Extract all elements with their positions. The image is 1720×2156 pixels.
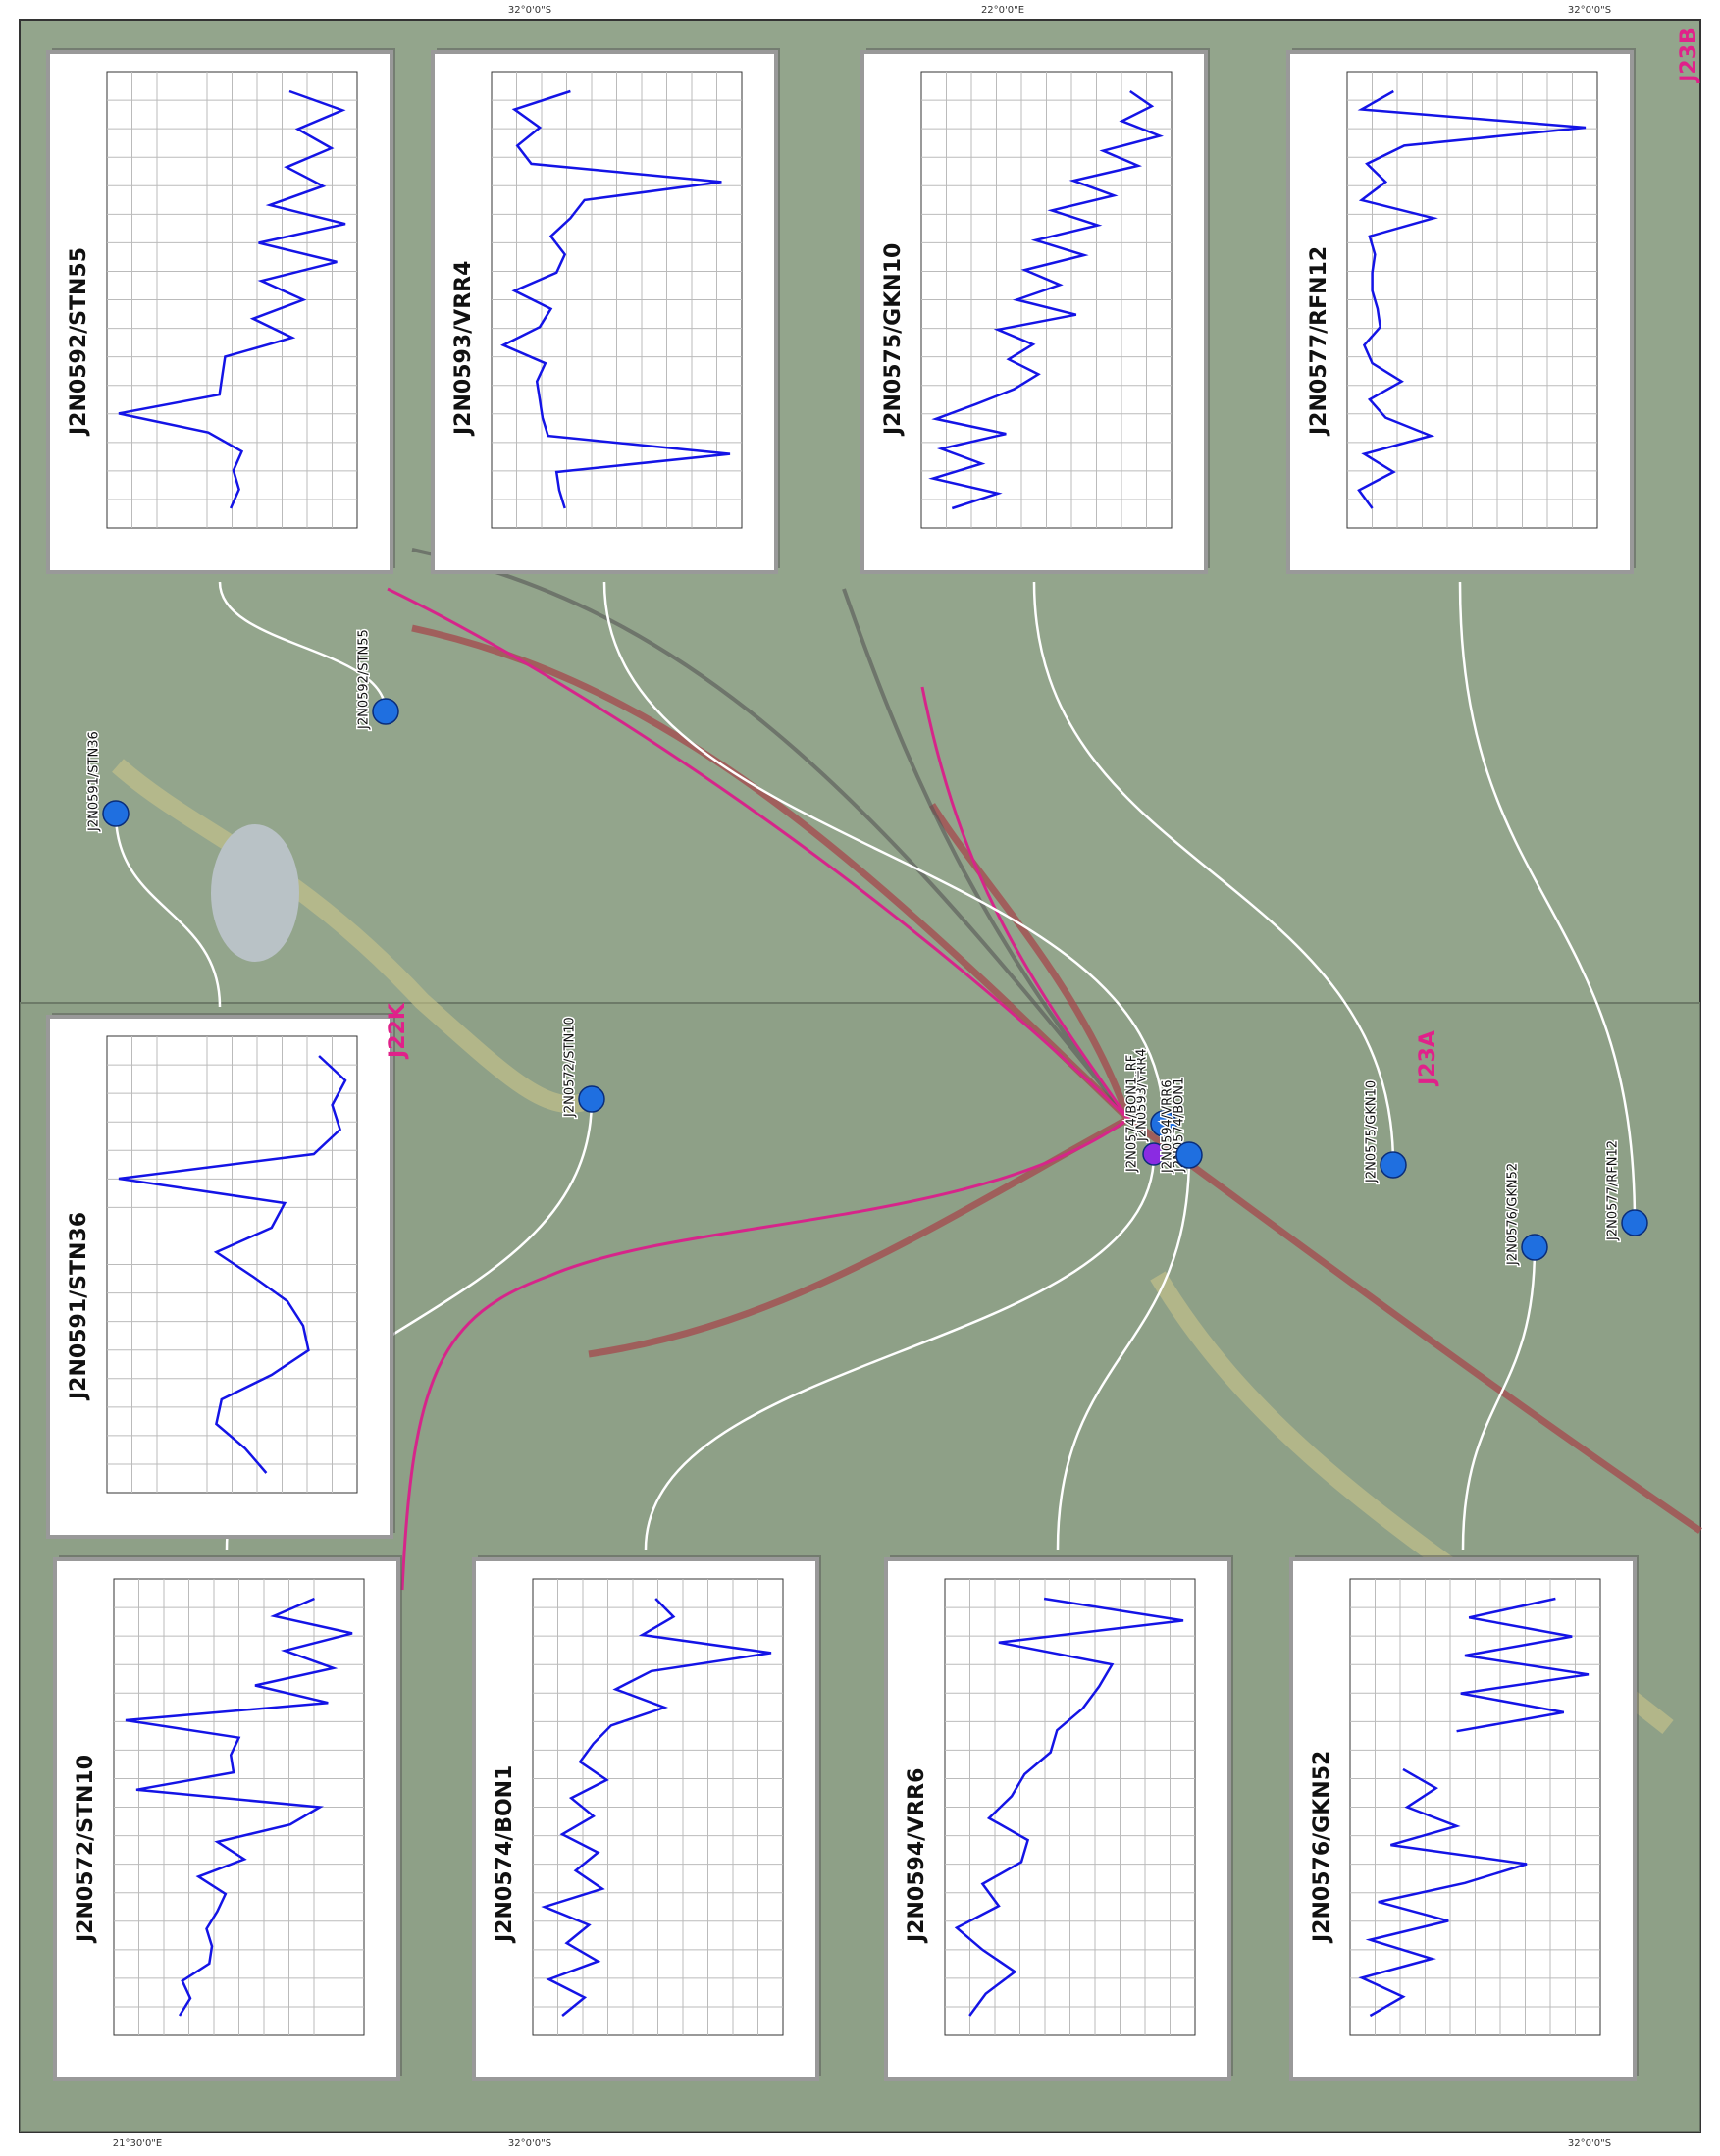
station-marker — [1176, 1142, 1202, 1168]
hydrograph-inset: J2N0592/STN55 — [48, 48, 395, 572]
hydrograph-inset: J2N0575/GKN10 — [862, 48, 1210, 572]
station-label: J2N0572/STN10 — [563, 1017, 578, 1118]
station-label: J2N0577/RFN12 — [1606, 1140, 1621, 1241]
station-label: J2N0575/GKN10 — [1365, 1080, 1380, 1183]
coordinate-label: 32°0'0"S — [1568, 2138, 1611, 2149]
inset-title: J2N0591/STN36 — [67, 1212, 91, 1401]
hydrograph-inset: J2N0594/VRR6 — [886, 1555, 1233, 2079]
station-marker — [1381, 1152, 1406, 1178]
station-label: J2N0592/STN55 — [357, 629, 372, 730]
hydrograph-inset: J2N0593/VRR4 — [433, 48, 780, 572]
station-label: J2N0576/GKN52 — [1506, 1163, 1521, 1266]
hydrograph-inset: J2N0574/BON1 — [474, 1555, 821, 2079]
coordinate-label: 32°0'0"S — [508, 5, 551, 16]
station-marker — [373, 699, 398, 724]
inset-title: J2N0574/BON1 — [493, 1765, 517, 1944]
station-label: J2N0574/BON1_RF — [1125, 1055, 1140, 1173]
hydrograph-inset: J2N0576/GKN52 — [1291, 1555, 1639, 2079]
coordinate-label: 22°0'0"E — [981, 5, 1024, 16]
coordinate-label: 21°30'0"E — [113, 2138, 162, 2149]
coordinate-label: 32°0'0"S — [1568, 5, 1611, 16]
inset-title: J2N0594/VRR6 — [905, 1768, 929, 1944]
sheet-label: J23B — [1677, 27, 1701, 84]
inset-title: J2N0575/GKN10 — [881, 243, 906, 437]
sheet-label: J22K — [386, 1002, 410, 1060]
station-label: J2N0594/VRR6 — [1161, 1079, 1175, 1174]
station-marker — [103, 801, 129, 826]
station-marker — [1522, 1235, 1547, 1260]
inset-title: J2N0576/GKN52 — [1310, 1751, 1334, 1944]
inset-title: J2N0572/STN10 — [74, 1755, 98, 1944]
coordinate-label: 32°0'0"S — [508, 2138, 551, 2149]
sheet-label: J23A — [1416, 1030, 1440, 1087]
inset-title: J2N0593/VRR4 — [451, 261, 476, 437]
map-page: J2N0591/STN36 J2N0592/STN55 J2N0572/STN10 J… — [0, 0, 1720, 2152]
station-label: J2N0591/STN36 — [87, 731, 102, 832]
dam — [211, 824, 299, 962]
inset-title: J2N0592/STN55 — [67, 247, 91, 437]
inset-title: J2N0577/RFN12 — [1307, 246, 1331, 437]
hydrograph-inset: J2N0572/STN10 — [55, 1555, 402, 2079]
station-marker — [579, 1086, 604, 1112]
station-marker — [1622, 1210, 1647, 1236]
hydrograph-inset: J2N0591/STN36 — [48, 1013, 395, 1537]
hydrograph-inset: J2N0577/RFN12 — [1288, 48, 1636, 572]
